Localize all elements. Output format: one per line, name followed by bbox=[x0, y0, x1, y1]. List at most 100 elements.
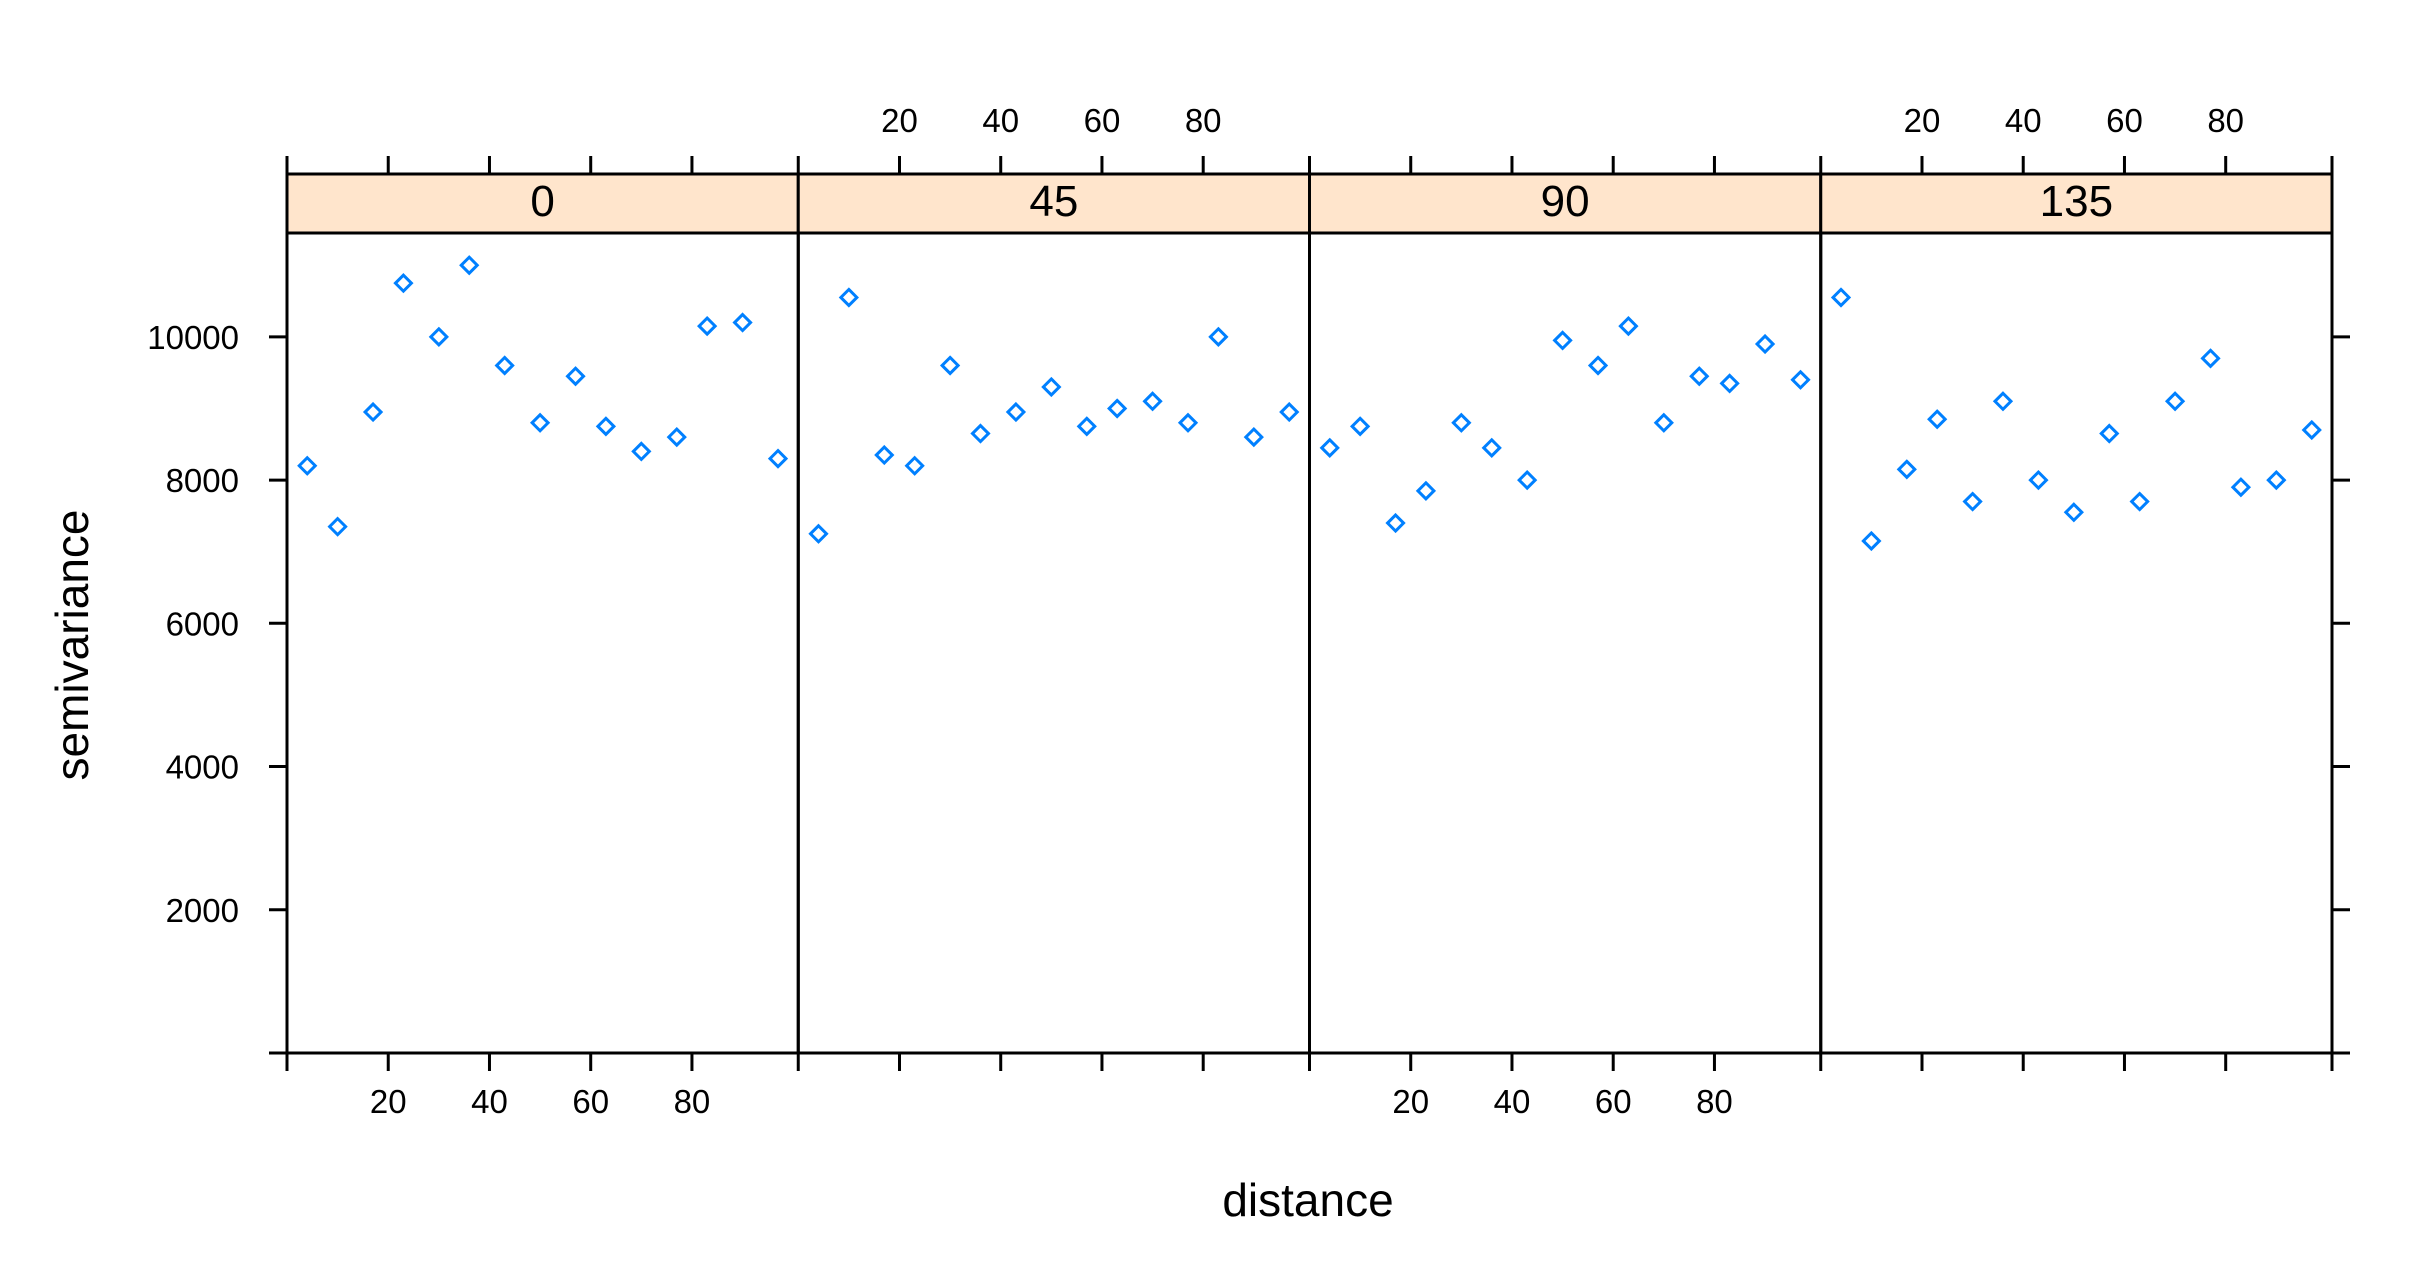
point-135-5 bbox=[1962, 491, 1983, 512]
point-135-10 bbox=[2129, 491, 2150, 512]
point-135-14 bbox=[2266, 469, 2287, 491]
x-tick-label-135-20: 20 bbox=[1904, 102, 1941, 139]
point-0-15 bbox=[767, 448, 789, 469]
point-135-6 bbox=[1992, 391, 2014, 412]
point-90-13 bbox=[1719, 373, 1740, 394]
point-45-5 bbox=[939, 355, 961, 376]
point-45-12 bbox=[1177, 412, 1199, 433]
point-135-1 bbox=[1830, 287, 1852, 308]
point-0-7 bbox=[494, 355, 515, 376]
panels-layer: 0 45 90 135 bbox=[285, 172, 2334, 1055]
point-135-2 bbox=[1861, 530, 1882, 552]
point-90-9 bbox=[1587, 355, 1609, 376]
x-tick-label-45-20: 20 bbox=[881, 102, 918, 139]
point-0-8 bbox=[529, 412, 551, 433]
point-0-14 bbox=[732, 312, 753, 333]
strip-135 bbox=[1819, 172, 2334, 235]
point-135-7 bbox=[2028, 469, 2049, 491]
x-tick-label-45-80: 80 bbox=[1185, 102, 1222, 139]
x-tick-label-90-60: 60 bbox=[1595, 1083, 1632, 1120]
point-90-2 bbox=[1349, 416, 1371, 437]
point-90-6 bbox=[1481, 437, 1502, 458]
point-0-10 bbox=[595, 416, 617, 437]
point-45-9 bbox=[1076, 416, 1097, 437]
strip-label-135: 135 bbox=[2040, 177, 2113, 226]
panel-frame-45 bbox=[796, 231, 1311, 1055]
point-135-4 bbox=[1927, 409, 1948, 430]
point-45-1 bbox=[808, 523, 829, 544]
x-axis-title: distance bbox=[1222, 1174, 1393, 1226]
panel-135: 135 bbox=[1819, 172, 2334, 1055]
point-90-11 bbox=[1653, 412, 1674, 433]
point-0-4 bbox=[393, 273, 414, 294]
point-90-12 bbox=[1689, 366, 1710, 387]
axes-layer: 20 40 60 80 20 40 60 80 20 40 60 80 20 40 60 80 2000 4000… bbox=[147, 102, 2350, 1120]
point-0-5 bbox=[428, 326, 449, 347]
point-0-6 bbox=[459, 255, 480, 276]
x-tick-label-135-40: 40 bbox=[2005, 102, 2042, 139]
point-90-7 bbox=[1517, 469, 1538, 491]
point-45-15 bbox=[1279, 401, 1300, 423]
x-tick-label-135-60: 60 bbox=[2106, 102, 2143, 139]
x-tick-label-0-60: 60 bbox=[572, 1083, 609, 1120]
point-90-3 bbox=[1385, 512, 1406, 534]
x-tick-label-0-40: 40 bbox=[471, 1083, 508, 1120]
strip-label-45: 45 bbox=[1029, 177, 1078, 226]
point-135-8 bbox=[2063, 502, 2084, 523]
strip-0 bbox=[285, 172, 800, 235]
y-tick-label-2000: 2000 bbox=[166, 892, 239, 929]
x-tick-label-0-20: 20 bbox=[370, 1083, 407, 1120]
point-45-11 bbox=[1142, 391, 1163, 412]
x-tick-label-45-40: 40 bbox=[982, 102, 1019, 139]
point-45-6 bbox=[970, 423, 991, 444]
panel-90: 90 bbox=[1308, 172, 1823, 1055]
panel-frame-0 bbox=[285, 231, 800, 1055]
panel-0: 0 bbox=[285, 172, 800, 1055]
point-0-9 bbox=[565, 366, 586, 387]
y-axis-title: semivariance bbox=[46, 510, 98, 781]
point-45-8 bbox=[1041, 376, 1062, 398]
point-0-13 bbox=[697, 315, 718, 337]
point-0-12 bbox=[666, 426, 687, 448]
point-45-4 bbox=[904, 455, 925, 476]
point-90-10 bbox=[1618, 315, 1639, 337]
point-90-15 bbox=[1790, 369, 1811, 390]
x-tick-label-90-80: 80 bbox=[1696, 1083, 1733, 1120]
point-0-1 bbox=[297, 455, 318, 476]
panel-45: 45 bbox=[796, 172, 1311, 1055]
point-45-10 bbox=[1107, 398, 1128, 419]
point-135-9 bbox=[2099, 423, 2120, 444]
point-90-8 bbox=[1552, 330, 1573, 351]
point-135-12 bbox=[2200, 348, 2221, 369]
x-tick-label-45-60: 60 bbox=[1084, 102, 1121, 139]
point-90-14 bbox=[1754, 333, 1776, 355]
strip-label-0: 0 bbox=[530, 177, 554, 226]
point-135-15 bbox=[2301, 419, 2322, 441]
strip-45 bbox=[796, 172, 1311, 235]
y-tick-label-10000: 10000 bbox=[147, 319, 239, 356]
point-0-3 bbox=[362, 401, 384, 423]
point-45-13 bbox=[1208, 326, 1229, 347]
y-tick-label-6000: 6000 bbox=[166, 605, 239, 642]
strip-label-90: 90 bbox=[1541, 177, 1590, 226]
point-90-4 bbox=[1415, 480, 1437, 501]
point-135-11 bbox=[2164, 391, 2186, 412]
point-135-3 bbox=[1896, 459, 1917, 480]
point-45-3 bbox=[874, 444, 895, 466]
point-90-5 bbox=[1451, 412, 1472, 433]
point-135-13 bbox=[2230, 477, 2252, 498]
panel-frame-90 bbox=[1308, 231, 1823, 1055]
point-45-14 bbox=[1243, 426, 1264, 448]
x-tick-label-90-20: 20 bbox=[1392, 1083, 1429, 1120]
point-45-2 bbox=[838, 287, 859, 308]
point-90-1 bbox=[1319, 437, 1340, 458]
y-tick-label-4000: 4000 bbox=[166, 749, 239, 786]
point-45-7 bbox=[1005, 401, 1027, 423]
point-0-2 bbox=[327, 516, 348, 537]
x-tick-label-135-80: 80 bbox=[2207, 102, 2244, 139]
x-tick-label-0-80: 80 bbox=[674, 1083, 711, 1120]
panel-frame-135 bbox=[1819, 231, 2334, 1055]
x-tick-label-90-40: 40 bbox=[1494, 1083, 1531, 1120]
y-tick-label-8000: 8000 bbox=[166, 462, 239, 499]
